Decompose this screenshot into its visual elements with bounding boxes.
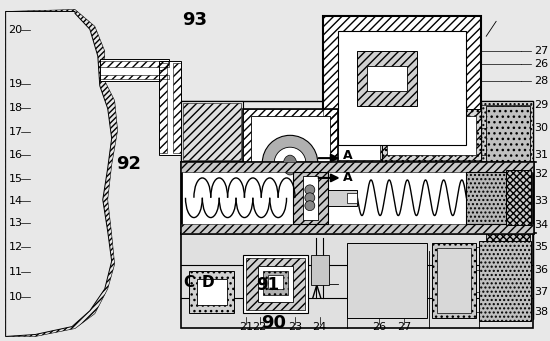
Bar (173, 63, 181, 153)
Circle shape (262, 135, 318, 191)
Bar (160, 63, 167, 153)
Polygon shape (6, 12, 112, 337)
Circle shape (305, 193, 315, 203)
Text: 26: 26 (372, 322, 387, 331)
Bar (258, 266, 293, 302)
Text: 16: 16 (9, 150, 23, 160)
Bar (338, 108, 382, 162)
Text: 93: 93 (182, 11, 207, 29)
Bar (506, 170, 531, 225)
Text: 29: 29 (534, 100, 548, 109)
Text: 28: 28 (534, 76, 548, 86)
Text: 23: 23 (288, 322, 302, 331)
Bar (160, 61, 181, 155)
Bar (263, 271, 288, 295)
Bar (338, 31, 466, 145)
Bar (348, 193, 358, 203)
Circle shape (305, 201, 315, 211)
Bar (181, 234, 533, 328)
Text: 26: 26 (534, 59, 548, 69)
Bar (251, 117, 329, 200)
Bar (100, 75, 169, 79)
Bar (432, 243, 476, 318)
Bar (387, 116, 476, 155)
Text: 15: 15 (9, 174, 23, 184)
Text: 91: 91 (256, 277, 279, 294)
Text: C: C (183, 275, 194, 290)
Bar (348, 243, 427, 318)
Bar (197, 279, 227, 305)
Text: D: D (201, 275, 214, 290)
Polygon shape (6, 10, 118, 337)
Bar (338, 110, 380, 160)
Text: 38: 38 (534, 308, 548, 317)
Bar (181, 162, 533, 172)
Text: 24: 24 (312, 322, 327, 331)
Bar (244, 255, 308, 313)
Bar (189, 271, 234, 313)
Text: 17: 17 (9, 127, 23, 137)
Bar (268, 275, 283, 289)
Text: 18: 18 (9, 103, 23, 113)
Text: 27: 27 (397, 322, 411, 331)
Bar (323, 16, 481, 160)
Bar (183, 103, 241, 160)
Bar (244, 108, 338, 208)
Text: 20: 20 (9, 25, 23, 35)
Text: 21: 21 (239, 322, 253, 331)
Text: 14: 14 (9, 196, 23, 206)
Bar (486, 195, 530, 318)
Bar (100, 61, 169, 67)
Bar (328, 190, 358, 206)
Bar (244, 108, 338, 208)
Bar (481, 101, 533, 318)
Text: 11: 11 (9, 267, 23, 277)
Bar (100, 59, 169, 81)
Bar (367, 66, 407, 91)
Bar (311, 255, 329, 285)
Text: 32: 32 (534, 169, 548, 179)
Bar (486, 106, 530, 185)
Text: 31: 31 (534, 150, 548, 160)
Text: 13: 13 (9, 218, 23, 228)
Text: 10: 10 (9, 292, 23, 302)
Bar (293, 172, 328, 223)
Circle shape (284, 157, 296, 169)
Ellipse shape (283, 155, 297, 175)
Bar (437, 248, 471, 313)
Bar (303, 176, 318, 220)
Text: 27: 27 (534, 46, 548, 56)
Text: 35: 35 (534, 241, 548, 252)
Circle shape (305, 185, 315, 195)
Bar (323, 16, 481, 160)
Text: 12: 12 (9, 241, 23, 252)
Bar (466, 172, 506, 223)
Text: 37: 37 (534, 287, 548, 297)
Circle shape (274, 147, 306, 179)
Text: 36: 36 (534, 265, 548, 275)
Bar (246, 258, 305, 310)
Bar (181, 223, 533, 234)
Bar (181, 101, 244, 162)
Bar (181, 101, 533, 318)
Text: 90: 90 (261, 313, 285, 331)
Text: 19: 19 (9, 79, 23, 89)
Bar (181, 162, 533, 234)
Bar (479, 241, 531, 321)
Bar (358, 51, 417, 106)
Text: 92: 92 (116, 155, 141, 173)
Text: 30: 30 (534, 123, 548, 133)
Bar (382, 108, 481, 162)
Text: 22: 22 (252, 322, 267, 331)
Text: 34: 34 (534, 220, 548, 229)
Text: A: A (343, 172, 353, 184)
Text: 33: 33 (534, 196, 548, 206)
Text: A: A (343, 149, 353, 162)
